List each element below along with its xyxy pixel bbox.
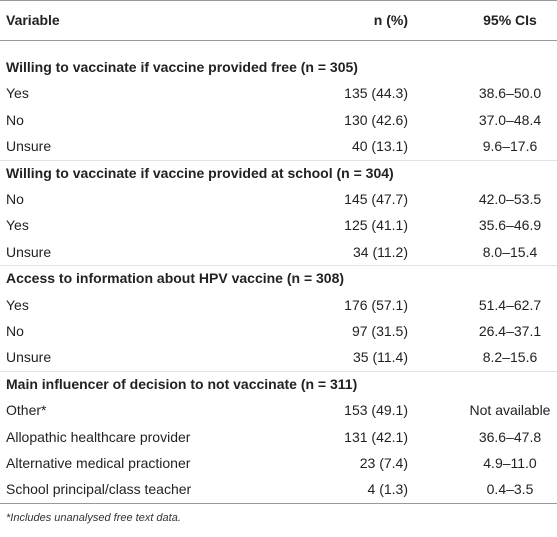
section-title: Access to information about HPV vaccine … xyxy=(6,270,345,287)
row-value: 26.4–37.1 xyxy=(478,323,542,339)
row-label: Yes xyxy=(6,296,29,313)
row-value: 42.0–53.5 xyxy=(478,191,542,207)
bottom-rule xyxy=(0,503,557,504)
row-value: 8.2–15.6 xyxy=(482,349,538,366)
row-value: 38.6–50.0 xyxy=(478,85,542,102)
row-label: Other* xyxy=(6,402,47,419)
row-label: No xyxy=(6,111,24,128)
row-value: 23 (7.4) xyxy=(359,455,408,471)
footnote: *Includes unanalysed free text data. xyxy=(6,512,181,524)
row-label: No xyxy=(6,323,24,339)
top-rule xyxy=(0,0,557,1)
row-value: 4.9–11.0 xyxy=(483,455,537,471)
row-value: 153 (49.1) xyxy=(344,402,408,419)
row-value: 35.6–46.9 xyxy=(478,217,542,234)
row-label: Unsure xyxy=(6,243,52,260)
row-value: 0.4–3.5 xyxy=(486,481,534,498)
row-value: Not available xyxy=(469,402,551,419)
row-label: Unsure xyxy=(6,138,52,155)
header-cell: n (%) xyxy=(373,12,408,28)
section-separator xyxy=(0,370,557,372)
row-value: 135 (44.3) xyxy=(344,85,408,102)
row-value: 4 (1.3) xyxy=(367,481,408,498)
row-value: 51.4–62.7 xyxy=(478,296,542,313)
row-value: 130 (42.6) xyxy=(344,111,408,128)
row-value: 36.6–47.8 xyxy=(478,428,542,445)
row-value: 97 (31.5) xyxy=(351,323,408,339)
row-value: 8.0–15.4 xyxy=(482,243,538,260)
row-value: 145 (47.7) xyxy=(344,191,408,207)
row-label: Unsure xyxy=(6,349,52,366)
row-label: No xyxy=(6,191,24,207)
row-label: Allopathic healthcare provider xyxy=(6,428,191,445)
row-value: 40 (13.1) xyxy=(351,138,408,155)
header-cell: 95% CIs xyxy=(483,12,537,28)
row-value: 125 (41.1) xyxy=(344,217,408,234)
section-title: Willing to vaccinate if vaccine provided… xyxy=(6,59,358,75)
row-value: 131 (42.1) xyxy=(344,428,408,445)
row-label: School principal/class teacher xyxy=(6,481,192,498)
section-separator xyxy=(0,159,557,161)
row-value: 176 (57.1) xyxy=(344,296,408,313)
header-rule xyxy=(0,40,557,41)
row-label: Yes xyxy=(6,85,29,102)
row-value: 9.6–17.6 xyxy=(482,138,538,155)
row-value: 37.0–48.4 xyxy=(478,111,542,128)
section-separator xyxy=(0,265,557,267)
section-title: Willing to vaccinate if vaccine provided… xyxy=(6,164,394,181)
header-cell: Variable xyxy=(6,12,60,28)
section-title: Main influencer of decision to not vacci… xyxy=(6,375,358,392)
row-label: Alternative medical practioner xyxy=(6,455,191,471)
row-value: 35 (11.4) xyxy=(353,349,408,366)
row-value: 34 (11.2) xyxy=(353,243,408,260)
row-label: Yes xyxy=(6,217,29,234)
